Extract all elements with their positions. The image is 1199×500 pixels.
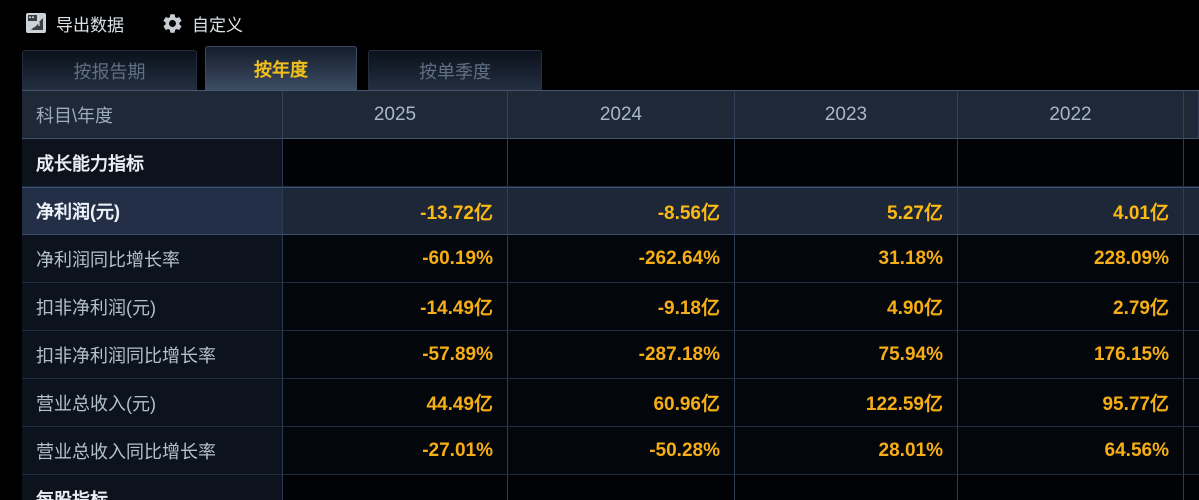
- partial-column-cell: [1184, 427, 1199, 475]
- table-row[interactable]: 扣非净利润(元) -14.49亿 -9.18亿 4.90亿 2.79亿: [22, 283, 1199, 331]
- cell-value: [283, 139, 508, 187]
- cell-value: -14.49亿: [283, 283, 508, 331]
- table-row[interactable]: 扣非净利润同比增长率 -57.89% -287.18% 75.94% 176.1…: [22, 331, 1199, 379]
- row-label: 扣非净利润同比增长率: [22, 331, 283, 379]
- cell-value: [508, 475, 735, 500]
- gear-icon: [160, 11, 184, 35]
- cell-value: 176.15%: [958, 331, 1184, 379]
- cell-value: 122.59亿: [735, 379, 958, 427]
- partial-column-cell: [1184, 283, 1199, 331]
- cell-value: -57.89%: [283, 331, 508, 379]
- year-header-2023: 2023: [735, 91, 958, 139]
- toolbar: 导出数据 自定义: [0, 0, 1199, 46]
- cell-value: 60.96亿: [508, 379, 735, 427]
- period-tabbar: 按报告期 按年度 按单季度: [0, 46, 1199, 90]
- cell-value: -287.18%: [508, 331, 735, 379]
- row-label: 每股指标: [22, 475, 283, 500]
- table-header-row: 科目\年度 2025 2024 2023 2022: [22, 91, 1199, 139]
- tab-by-year[interactable]: 按年度: [205, 46, 357, 90]
- year-header-2025: 2025: [283, 91, 508, 139]
- cell-value: 75.94%: [735, 331, 958, 379]
- cell-value: 28.01%: [735, 427, 958, 475]
- partial-column-cell: [1184, 379, 1199, 427]
- partial-year-header: [1184, 91, 1199, 139]
- export-data-icon: [24, 11, 48, 35]
- customize-label: 自定义: [192, 15, 243, 35]
- customize-button[interactable]: 自定义: [160, 11, 243, 36]
- cell-value: 5.27亿: [735, 187, 958, 235]
- financial-indicators-table: 科目\年度 2025 2024 2023 2022 成长能力指标 净利润(元) …: [22, 90, 1199, 500]
- cell-value: [283, 475, 508, 500]
- cell-value: -262.64%: [508, 235, 735, 283]
- partial-column-cell: [1184, 187, 1199, 235]
- cell-value: 44.49亿: [283, 379, 508, 427]
- export-data-button[interactable]: 导出数据: [24, 11, 124, 36]
- cell-value: 95.77亿: [958, 379, 1184, 427]
- table-row[interactable]: 净利润(元) -13.72亿 -8.56亿 5.27亿 4.01亿: [22, 187, 1199, 235]
- table-row[interactable]: 营业总收入(元) 44.49亿 60.96亿 122.59亿 95.77亿: [22, 379, 1199, 427]
- table-row[interactable]: 成长能力指标: [22, 139, 1199, 187]
- table-row[interactable]: 营业总收入同比增长率 -27.01% -50.28% 28.01% 64.56%: [22, 427, 1199, 475]
- tab-by-quarter[interactable]: 按单季度: [368, 50, 542, 90]
- partial-column-cell: [1184, 139, 1199, 187]
- row-label: 净利润(元): [22, 187, 283, 235]
- cell-value: -50.28%: [508, 427, 735, 475]
- partial-column-cell: [1184, 475, 1199, 500]
- cell-value: 228.09%: [958, 235, 1184, 283]
- row-label: 成长能力指标: [22, 139, 283, 187]
- row-label: 营业总收入(元): [22, 379, 283, 427]
- table-row[interactable]: 净利润同比增长率 -60.19% -262.64% 31.18% 228.09%: [22, 235, 1199, 283]
- cell-value: 4.90亿: [735, 283, 958, 331]
- cell-value: -27.01%: [283, 427, 508, 475]
- cell-value: [958, 475, 1184, 500]
- table-row[interactable]: 每股指标: [22, 475, 1199, 500]
- tab-by-report-period[interactable]: 按报告期: [22, 50, 197, 90]
- cell-value: [735, 475, 958, 500]
- cell-value: 2.79亿: [958, 283, 1184, 331]
- year-header-2022: 2022: [958, 91, 1184, 139]
- cell-value: 4.01亿: [958, 187, 1184, 235]
- cell-value: -8.56亿: [508, 187, 735, 235]
- cell-value: -9.18亿: [508, 283, 735, 331]
- cell-value: 31.18%: [735, 235, 958, 283]
- partial-column-cell: [1184, 235, 1199, 283]
- cell-value: -13.72亿: [283, 187, 508, 235]
- row-label: 净利润同比增长率: [22, 235, 283, 283]
- export-data-label: 导出数据: [56, 15, 124, 35]
- row-label: 营业总收入同比增长率: [22, 427, 283, 475]
- cell-value: 64.56%: [958, 427, 1184, 475]
- cell-value: [958, 139, 1184, 187]
- year-header-2024: 2024: [508, 91, 735, 139]
- cell-value: [508, 139, 735, 187]
- cell-value: [735, 139, 958, 187]
- corner-header: 科目\年度: [22, 91, 283, 139]
- partial-column-cell: [1184, 331, 1199, 379]
- cell-value: -60.19%: [283, 235, 508, 283]
- row-label: 扣非净利润(元): [22, 283, 283, 331]
